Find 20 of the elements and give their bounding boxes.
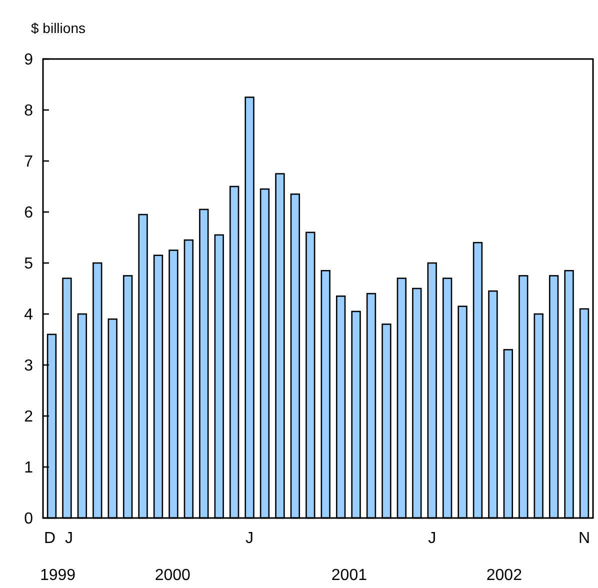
- y-tick-label: 5: [24, 256, 34, 273]
- y-tick-label: 0: [24, 510, 34, 528]
- text: 2000: [154, 567, 191, 584]
- y-tick-label: 9: [24, 52, 34, 69]
- y-tick-label: 6: [24, 204, 34, 222]
- y-tick-label: 7: [24, 154, 34, 171]
- y-axis-title: $ billions: [31, 20, 86, 36]
- text: 1999: [40, 567, 76, 584]
- y-tick-label: 1: [24, 460, 34, 477]
- text: 2001: [331, 567, 368, 584]
- y-tick-label: 3: [24, 358, 34, 375]
- x-tick-label: J: [428, 530, 436, 547]
- y-tick-label: 8: [24, 102, 34, 120]
- x-tick-label: J: [246, 530, 254, 547]
- x-tick-label: N: [578, 530, 590, 547]
- x-tick-label: J: [64, 530, 73, 547]
- text: 2002: [486, 567, 522, 584]
- y-tick-label: 4: [24, 306, 34, 324]
- x-tick-label: D: [44, 530, 56, 547]
- y-tick-label: 2: [24, 408, 34, 426]
